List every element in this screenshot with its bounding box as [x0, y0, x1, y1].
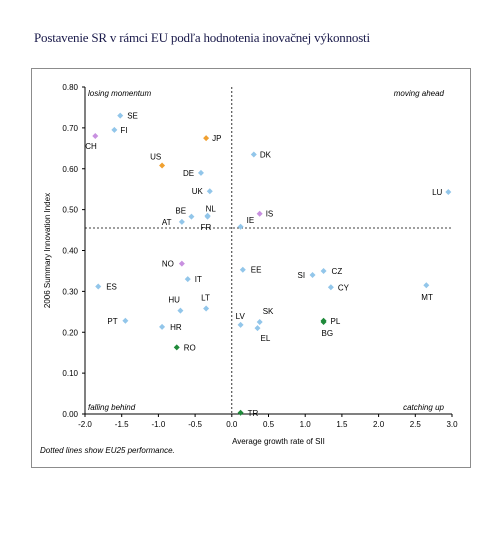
point-dk	[250, 151, 257, 158]
point-de	[197, 169, 204, 176]
point-ie	[237, 223, 244, 230]
point-fr	[204, 212, 211, 219]
point-label-fi: FI	[120, 126, 127, 135]
x-tick-label: 1.0	[300, 420, 312, 429]
point-bg	[320, 319, 327, 326]
point-mt	[423, 282, 430, 289]
x-tick-label: -2.0	[78, 420, 92, 429]
y-tick-label: 0.60	[62, 165, 78, 174]
point-es	[95, 283, 102, 290]
point-label-el: EL	[260, 334, 270, 343]
point-el	[254, 325, 261, 332]
point-sk	[256, 319, 263, 326]
point-label-sk: SK	[263, 307, 274, 316]
point-label-fr: FR	[201, 223, 212, 232]
x-tick-label: 0.5	[263, 420, 275, 429]
x-axis-title: Average growth rate of SII	[232, 437, 325, 446]
point-it	[184, 276, 191, 283]
y-tick-label: 0.10	[62, 369, 78, 378]
point-jp	[203, 135, 210, 142]
point-label-it: IT	[195, 275, 202, 284]
point-label-nl: NL	[206, 205, 217, 214]
point-label-cy: CY	[338, 283, 350, 292]
y-tick-label: 0.00	[62, 410, 78, 419]
point-cy	[327, 284, 334, 291]
x-tick-label: 3.0	[446, 420, 458, 429]
quadrant-label-top-left: losing momentum	[88, 89, 151, 98]
y-tick-label: 0.20	[62, 328, 78, 337]
point-label-pl: PL	[331, 317, 341, 326]
x-tick-label: 0.0	[226, 420, 238, 429]
quadrant-label-bottom-left: falling behind	[88, 403, 136, 412]
x-tick-label: -1.5	[115, 420, 129, 429]
point-no	[178, 260, 185, 267]
point-at	[178, 218, 185, 225]
point-label-ee: EE	[251, 266, 262, 275]
point-se	[117, 112, 124, 119]
y-tick-label: 0.50	[62, 206, 78, 215]
point-ro	[173, 344, 180, 351]
point-label-is: IS	[266, 210, 274, 219]
x-tick-label: 2.5	[410, 420, 422, 429]
point-lt	[203, 305, 210, 312]
point-label-be: BE	[175, 207, 186, 216]
point-label-tr: TR	[248, 409, 259, 418]
point-label-se: SE	[127, 112, 138, 121]
y-axis-title: 2006 Summary Innovation Index	[43, 193, 52, 308]
point-label-lu: LU	[432, 188, 442, 197]
point-lv	[237, 321, 244, 328]
point-ee	[239, 266, 246, 273]
point-label-si: SI	[298, 271, 306, 280]
point-label-de: DE	[183, 169, 194, 178]
y-tick-label: 0.80	[62, 83, 78, 92]
point-uk	[206, 188, 213, 195]
x-tick-label: -0.5	[188, 420, 202, 429]
point-label-uk: UK	[192, 187, 204, 196]
point-label-mt: MT	[421, 293, 433, 302]
quadrant-label-top-right: moving ahead	[394, 89, 445, 98]
page-title: Postavenie SR v rámci EU podľa hodnoteni…	[34, 30, 370, 45]
y-tick-label: 0.30	[62, 287, 78, 296]
point-ch	[92, 133, 99, 140]
point-label-dk: DK	[260, 150, 272, 159]
chart-frame	[31, 68, 471, 468]
chart-note: Dotted lines show EU25 performance.	[40, 446, 175, 455]
point-label-bg: BG	[322, 329, 334, 338]
point-label-no: NO	[162, 260, 174, 269]
point-label-es: ES	[106, 282, 117, 291]
quadrant-label-bottom-right: catching up	[403, 403, 444, 412]
point-hu	[177, 307, 184, 314]
point-label-cz: CZ	[332, 267, 343, 276]
point-label-ro: RO	[184, 343, 196, 352]
point-is	[256, 210, 263, 217]
x-tick-label: 1.5	[336, 420, 348, 429]
x-tick-label: 2.0	[373, 420, 385, 429]
point-tr	[237, 409, 244, 416]
point-label-ie: IE	[247, 216, 255, 225]
point-label-jp: JP	[212, 134, 221, 143]
point-pt	[122, 317, 129, 324]
point-si	[309, 272, 316, 279]
point-label-hr: HR	[170, 323, 182, 332]
point-label-us: US	[150, 152, 161, 161]
point-cz	[320, 267, 327, 274]
x-tick-label: -1.0	[152, 420, 166, 429]
point-label-lt: LT	[201, 294, 210, 303]
point-label-pt: PT	[107, 317, 117, 326]
point-us	[159, 162, 166, 169]
point-label-hu: HU	[168, 296, 180, 305]
point-be	[188, 213, 195, 220]
y-tick-label: 0.40	[62, 247, 78, 256]
y-tick-label: 0.70	[62, 124, 78, 133]
point-fi	[111, 126, 118, 133]
point-label-lv: LV	[236, 312, 246, 321]
point-label-ch: CH	[85, 142, 97, 151]
point-hr	[159, 323, 166, 330]
point-lu	[445, 189, 452, 196]
point-label-at: AT	[162, 218, 172, 227]
